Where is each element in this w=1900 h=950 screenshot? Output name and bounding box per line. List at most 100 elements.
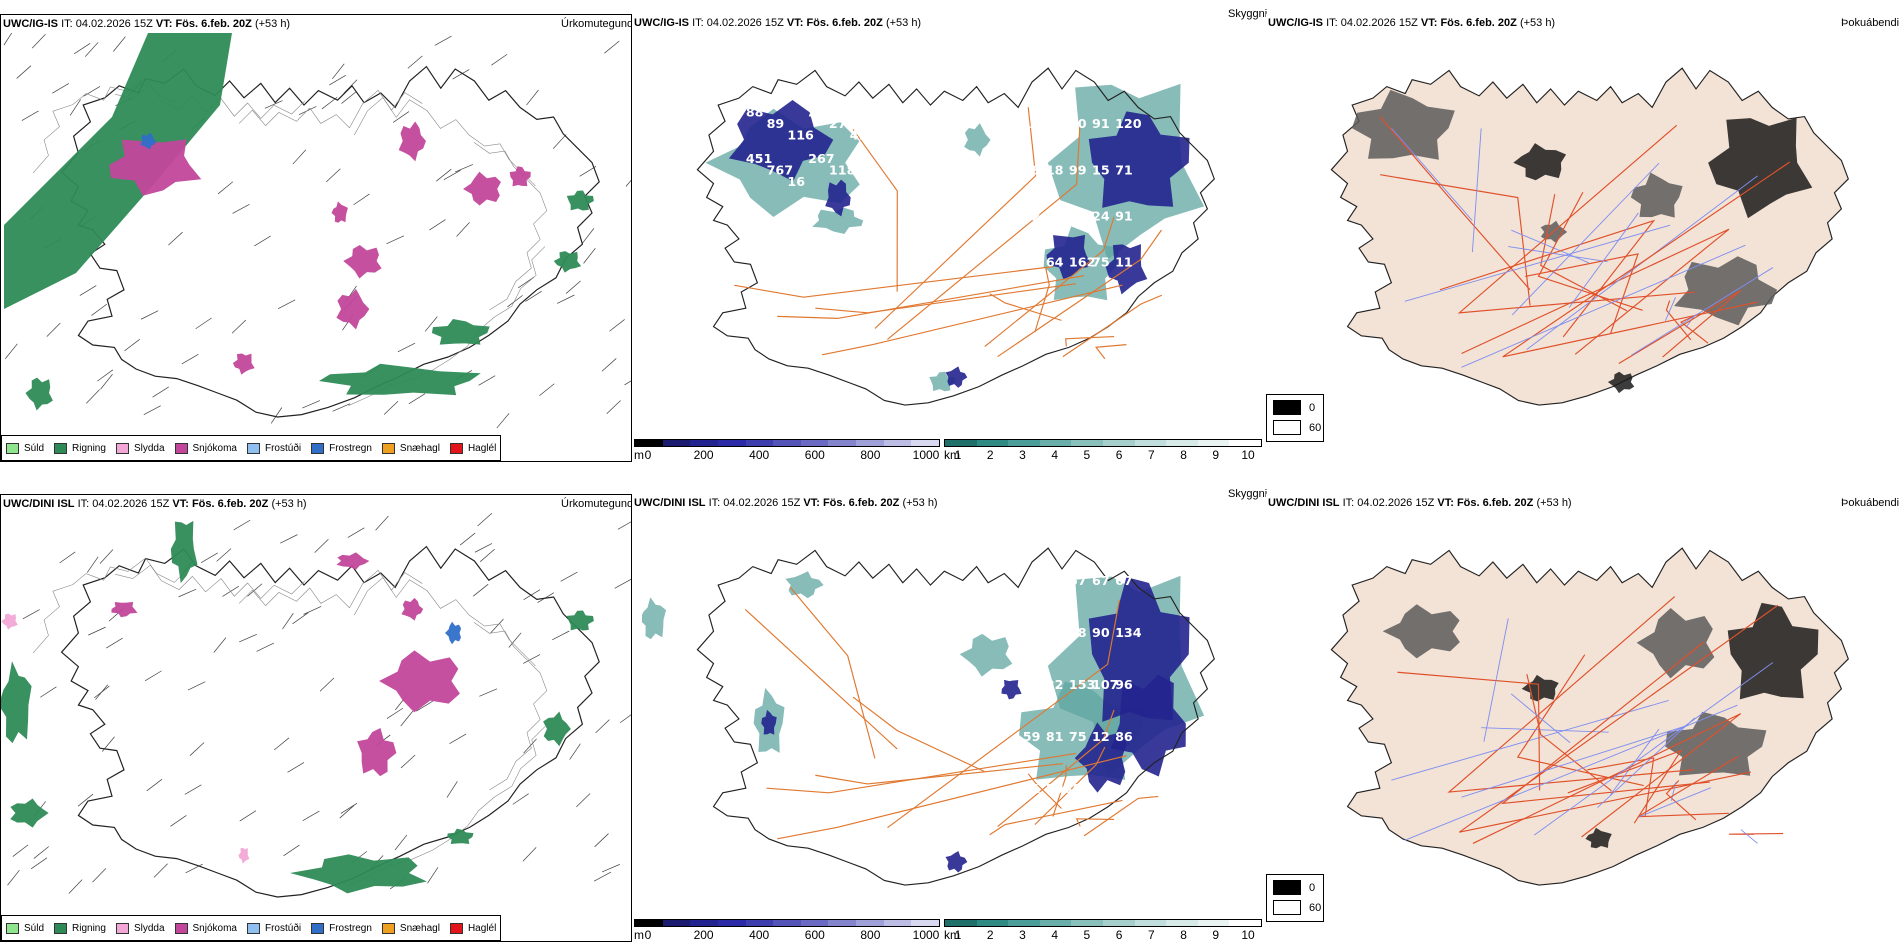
colorbar-unit: km <box>944 928 960 942</box>
legend-swatch <box>381 922 395 934</box>
colorbar-tick: 9 <box>1212 928 1220 942</box>
wind-barb <box>525 290 542 302</box>
colorbar-tick: 8 <box>1180 448 1187 462</box>
cloud-base-value: 767 <box>767 162 793 177</box>
precip-type-map <box>3 33 631 429</box>
river-line <box>1404 224 1671 302</box>
model-name: UWC/DINI ISL <box>3 498 75 510</box>
legend-item: Snæhagl <box>381 922 440 934</box>
wind-barb <box>490 618 504 634</box>
colorbar-segment <box>1166 440 1198 446</box>
river-line <box>1391 127 1473 221</box>
wind-barb <box>178 588 197 598</box>
colorbar-tick: 6 <box>1115 448 1123 462</box>
colorbar-segment <box>1039 920 1072 926</box>
iceland-coastline <box>60 545 600 898</box>
wind-barb <box>491 53 508 66</box>
legend-item: Snæhagl <box>381 442 440 454</box>
wind-barb <box>52 83 70 94</box>
river-line <box>1508 246 1608 263</box>
vt-label: VT: <box>1437 497 1454 509</box>
cloud-base-value: 484 <box>1023 573 1050 588</box>
wind-barb <box>77 793 94 807</box>
wind-barb <box>232 204 250 214</box>
precip-area <box>553 251 582 273</box>
fog-map <box>1330 547 1849 886</box>
colorbar-tick: 0 <box>644 928 652 942</box>
fog-area <box>1674 256 1778 326</box>
colorbar-segment <box>1071 440 1103 446</box>
cloud-visibility-panel: UWC/DINI ISL IT: 04.02.2026 15Z VT: Fös.… <box>632 488 1267 942</box>
road-line <box>1537 191 1643 311</box>
wind-barb <box>452 69 470 80</box>
precip-area <box>379 650 460 713</box>
vt-value: Fös. 6.feb. 20Z <box>806 17 883 29</box>
it-value: 04.02.2026 15Z <box>92 498 170 510</box>
precip-area <box>10 798 49 828</box>
road-line <box>1380 174 1531 306</box>
road-line <box>1034 746 1106 826</box>
colorbar-tick: 7 <box>1147 448 1155 462</box>
precip-area <box>111 602 138 618</box>
panel-parameter-name: Þokuábendi <box>1841 17 1900 29</box>
panel-header: UWC/IG-IS IT: 04.02.2026 15Z VT: Fös. 6.… <box>1268 17 1555 29</box>
wind-barb <box>270 407 283 424</box>
vt-label: VT: <box>803 497 820 509</box>
wind-barb <box>100 373 113 390</box>
legend-swatch <box>449 442 463 454</box>
wind-barb <box>146 778 163 792</box>
cloud-base-value: 89 <box>767 116 785 131</box>
wind-barb <box>277 299 296 309</box>
legend-swatch <box>6 922 19 934</box>
cloud-base-area <box>945 366 968 388</box>
road-line <box>1665 300 1692 341</box>
wind-barb <box>326 168 341 183</box>
wind-barb <box>339 805 355 819</box>
fog-legend-label: 0 <box>1309 401 1316 414</box>
wind-barb <box>353 193 370 206</box>
legend-swatch <box>311 922 325 934</box>
fog-area <box>1727 602 1819 700</box>
wind-barb <box>59 551 76 564</box>
colorbar-tick: 600 <box>804 448 825 462</box>
colorbar-segment <box>856 920 884 926</box>
wind-barb <box>292 612 309 625</box>
road-line <box>1500 641 1710 805</box>
wind-barb <box>474 543 493 553</box>
road-line <box>1502 161 1791 358</box>
legend-swatch <box>115 922 129 934</box>
river-line <box>1533 662 1774 836</box>
fog-legend-item: 60 <box>1273 900 1321 915</box>
colorbar-tick: 2 <box>986 928 994 942</box>
cloud-base-value: 153 <box>1069 677 1095 692</box>
cloud-base-value: 18 <box>1046 162 1064 177</box>
fog-area <box>1521 674 1559 702</box>
cloud-base-value: 91 <box>1115 208 1133 223</box>
cloud-base-value: 267 <box>808 151 834 166</box>
wind-barb <box>496 413 510 429</box>
panel-header: UWC/DINI ISL IT: 04.02.2026 15Z VT: Fös.… <box>3 498 307 510</box>
fog-legend-item: 0 <box>1273 400 1315 415</box>
wind-barb <box>195 317 212 330</box>
colorbar-segment <box>883 440 912 446</box>
colorbar-segment <box>745 440 774 446</box>
wind-barb <box>21 110 39 121</box>
vt-value: Fös. 6.feb. 20Z <box>175 18 252 30</box>
legend-label: Snjókoma <box>192 922 237 934</box>
legend-swatch <box>6 442 19 454</box>
precip-area <box>336 288 370 330</box>
wind-barb <box>68 879 83 894</box>
cloud-base-value: 81 <box>1046 729 1064 744</box>
precip-area <box>232 353 255 375</box>
colorbar-segment <box>856 440 884 446</box>
legend-item: Frostúði <box>246 922 301 934</box>
wind-barb <box>283 844 300 857</box>
wind-barb <box>332 403 351 412</box>
legend-label: Slydda <box>133 922 165 934</box>
lead-time: (+53 h) <box>1519 17 1556 29</box>
wind-barb <box>459 532 476 546</box>
visibility-area <box>964 123 991 157</box>
iceland-coastline <box>60 65 600 418</box>
visibility-colorbar <box>944 439 1262 447</box>
